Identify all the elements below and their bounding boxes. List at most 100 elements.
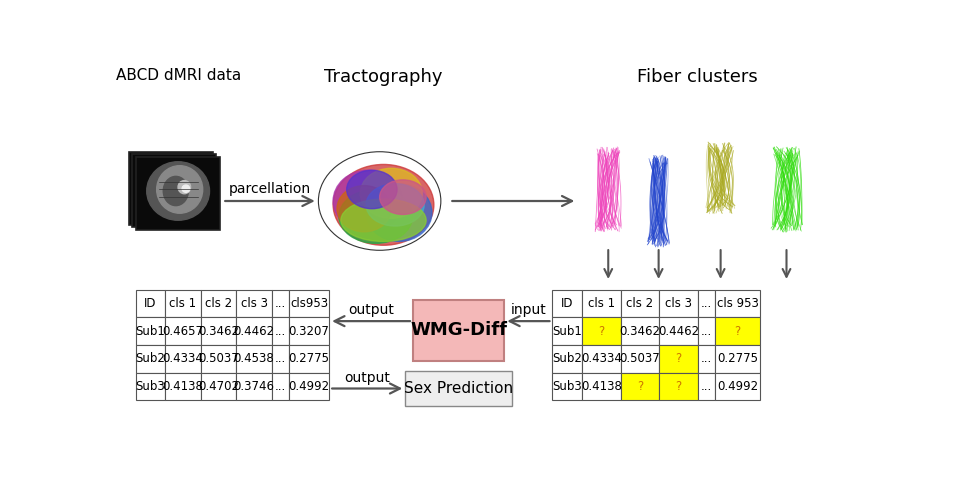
- Bar: [165, 345, 201, 373]
- Text: WMG-Diff: WMG-Diff: [410, 322, 507, 339]
- Text: cls 3: cls 3: [665, 297, 692, 310]
- Ellipse shape: [360, 168, 422, 218]
- Bar: [621, 289, 660, 317]
- Bar: [715, 345, 760, 373]
- Text: ...: ...: [701, 325, 712, 338]
- Bar: [552, 345, 582, 373]
- Text: output: output: [348, 303, 394, 317]
- Ellipse shape: [324, 157, 444, 253]
- Bar: [236, 345, 272, 373]
- Bar: [236, 289, 272, 317]
- Bar: [130, 152, 213, 225]
- Bar: [582, 317, 621, 345]
- Text: input: input: [511, 303, 546, 317]
- Bar: [698, 317, 715, 345]
- Text: Sub2: Sub2: [135, 352, 165, 366]
- Bar: [272, 345, 289, 373]
- Bar: [552, 289, 582, 317]
- Text: Sub2: Sub2: [552, 352, 582, 366]
- Text: ?: ?: [676, 352, 682, 366]
- Bar: [289, 289, 329, 317]
- Text: cls953: cls953: [290, 297, 328, 310]
- Bar: [660, 317, 698, 345]
- Text: 0.3462: 0.3462: [619, 325, 660, 338]
- Bar: [621, 317, 660, 345]
- Text: Sub3: Sub3: [552, 380, 582, 393]
- Bar: [621, 345, 660, 373]
- Bar: [201, 345, 236, 373]
- Bar: [582, 289, 621, 317]
- Text: ?: ?: [636, 380, 643, 393]
- Text: 0.4334: 0.4334: [581, 352, 622, 366]
- Text: 0.4992: 0.4992: [289, 380, 329, 393]
- Text: Sex Prediction: Sex Prediction: [404, 381, 514, 396]
- Text: Tractography: Tractography: [324, 68, 443, 86]
- Text: ...: ...: [701, 297, 712, 310]
- Text: cls 3: cls 3: [241, 297, 268, 310]
- Text: Fiber clusters: Fiber clusters: [637, 68, 757, 86]
- Bar: [660, 345, 698, 373]
- Text: parcellation: parcellation: [228, 182, 311, 196]
- Bar: [715, 289, 760, 317]
- Text: 0.5037: 0.5037: [619, 352, 660, 366]
- Ellipse shape: [178, 181, 191, 194]
- Bar: [135, 345, 165, 373]
- Ellipse shape: [333, 164, 434, 245]
- Bar: [165, 289, 201, 317]
- Bar: [405, 371, 512, 406]
- Bar: [715, 317, 760, 345]
- Text: ?: ?: [676, 380, 682, 393]
- Text: 0.4138: 0.4138: [162, 380, 204, 393]
- Bar: [136, 157, 220, 230]
- Bar: [660, 289, 698, 317]
- Text: cls 2: cls 2: [627, 297, 654, 310]
- Bar: [165, 373, 201, 401]
- Text: 0.4538: 0.4538: [233, 352, 275, 366]
- Text: cls 2: cls 2: [204, 297, 232, 310]
- Text: 0.4657: 0.4657: [162, 325, 204, 338]
- Bar: [289, 373, 329, 401]
- Bar: [621, 373, 660, 401]
- Ellipse shape: [147, 162, 209, 220]
- Bar: [660, 373, 698, 401]
- Ellipse shape: [366, 183, 432, 242]
- Bar: [698, 289, 715, 317]
- Ellipse shape: [333, 170, 403, 232]
- Text: cls 1: cls 1: [588, 297, 614, 310]
- Bar: [201, 373, 236, 401]
- Text: Sub1: Sub1: [135, 325, 165, 338]
- Bar: [582, 373, 621, 401]
- Ellipse shape: [337, 185, 392, 232]
- Bar: [165, 317, 201, 345]
- Bar: [132, 154, 216, 227]
- Text: 0.4138: 0.4138: [581, 380, 622, 393]
- Bar: [272, 289, 289, 317]
- Text: cls 953: cls 953: [717, 297, 758, 310]
- Bar: [289, 317, 329, 345]
- Ellipse shape: [163, 176, 188, 205]
- Ellipse shape: [339, 189, 413, 244]
- Bar: [698, 345, 715, 373]
- Bar: [715, 373, 760, 401]
- Bar: [201, 289, 236, 317]
- Text: ...: ...: [275, 297, 286, 310]
- Text: 0.3207: 0.3207: [289, 325, 329, 338]
- Text: ...: ...: [275, 380, 286, 393]
- Text: 0.3462: 0.3462: [198, 325, 239, 338]
- Text: ?: ?: [598, 325, 605, 338]
- Bar: [413, 300, 504, 361]
- Bar: [552, 373, 582, 401]
- Text: ID: ID: [144, 297, 156, 310]
- Text: 0.4462: 0.4462: [659, 325, 699, 338]
- Bar: [236, 373, 272, 401]
- Text: ...: ...: [275, 352, 286, 366]
- Bar: [201, 317, 236, 345]
- Text: 0.4702: 0.4702: [198, 380, 239, 393]
- Text: 0.4992: 0.4992: [717, 380, 758, 393]
- Bar: [552, 317, 582, 345]
- Bar: [135, 289, 165, 317]
- Bar: [698, 373, 715, 401]
- Bar: [236, 317, 272, 345]
- Ellipse shape: [366, 183, 424, 226]
- Text: 0.5037: 0.5037: [198, 352, 239, 366]
